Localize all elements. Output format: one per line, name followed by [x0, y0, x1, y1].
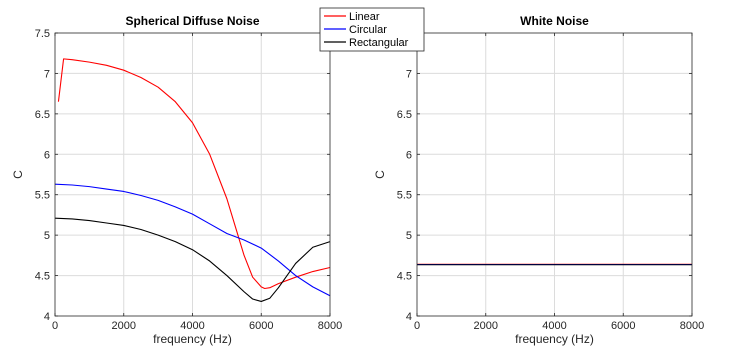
- chart-0-xtick-label: 8000: [318, 320, 342, 332]
- chart-1-ytick-label: 7: [406, 68, 412, 80]
- chart-0-ytick-label: 6.5: [35, 109, 50, 121]
- chart-1-ytick-label: 4.5: [397, 271, 412, 283]
- chart-1-xlabel: frequency (Hz): [515, 332, 594, 346]
- chart-white-noise: 0 2000 4000 6000 8000 4 4.5 5 5.5 6 6.5 7 White Nois…: [373, 14, 704, 346]
- chart-0-ytick-label: 4.5: [35, 271, 50, 283]
- chart-0-xtick-label: 4000: [180, 320, 204, 332]
- chart-0-ytick-label: 7: [44, 68, 50, 80]
- chart-spherical-diffuse-noise: 0 2000 4000 6000 8000 4 4.5 5 5.5 6 6.5 7 7.5 Spheric…: [11, 14, 342, 346]
- chart-0-xtick-label: 6000: [249, 320, 273, 332]
- chart-1-ytick-label: 4: [406, 311, 412, 323]
- chart-1-ytick-label: 5: [406, 230, 412, 242]
- chart-0-title: Spherical Diffuse Noise: [125, 14, 259, 28]
- chart-0-ytick-label: 5: [44, 230, 50, 242]
- chart-1-title: White Noise: [520, 14, 589, 28]
- chart-1-xtick-label: 4000: [542, 320, 566, 332]
- chart-1-xtick-label: 8000: [680, 320, 704, 332]
- chart-1-xtick-label: 0: [414, 320, 420, 332]
- chart-0-xtick-label: 0: [52, 320, 58, 332]
- chart-0-series-circular: [54, 183, 331, 297]
- chart-1-xtick-label: 6000: [611, 320, 635, 332]
- chart-0-ytick-label: 6: [44, 149, 50, 161]
- chart-1-ytick-label: 6: [406, 149, 412, 161]
- chart-1-ytick-label: 6.5: [397, 109, 412, 121]
- chart-1-ylabel: C: [373, 170, 387, 179]
- legend-label-linear: Linear: [349, 11, 380, 23]
- legend-label-rectangular: Rectangular: [349, 37, 409, 49]
- chart-1-xtick-label: 2000: [474, 320, 498, 332]
- chart-0-ytick-label: 7.5: [35, 28, 50, 40]
- chart-0-ytick-label: 4: [44, 311, 50, 323]
- chart-0-ytick-label: 5.5: [35, 190, 50, 202]
- chart-0-xlabel: frequency (Hz): [153, 332, 232, 346]
- legend-label-circular: Circular: [349, 24, 387, 36]
- chart-0-series-rectangular: [54, 217, 331, 302]
- chart-0-series-linear: [57, 58, 331, 290]
- chart-0-xtick-label: 2000: [112, 320, 136, 332]
- chart-1-ytick-label: 5.5: [397, 190, 412, 202]
- chart-0-ylabel: C: [11, 170, 25, 179]
